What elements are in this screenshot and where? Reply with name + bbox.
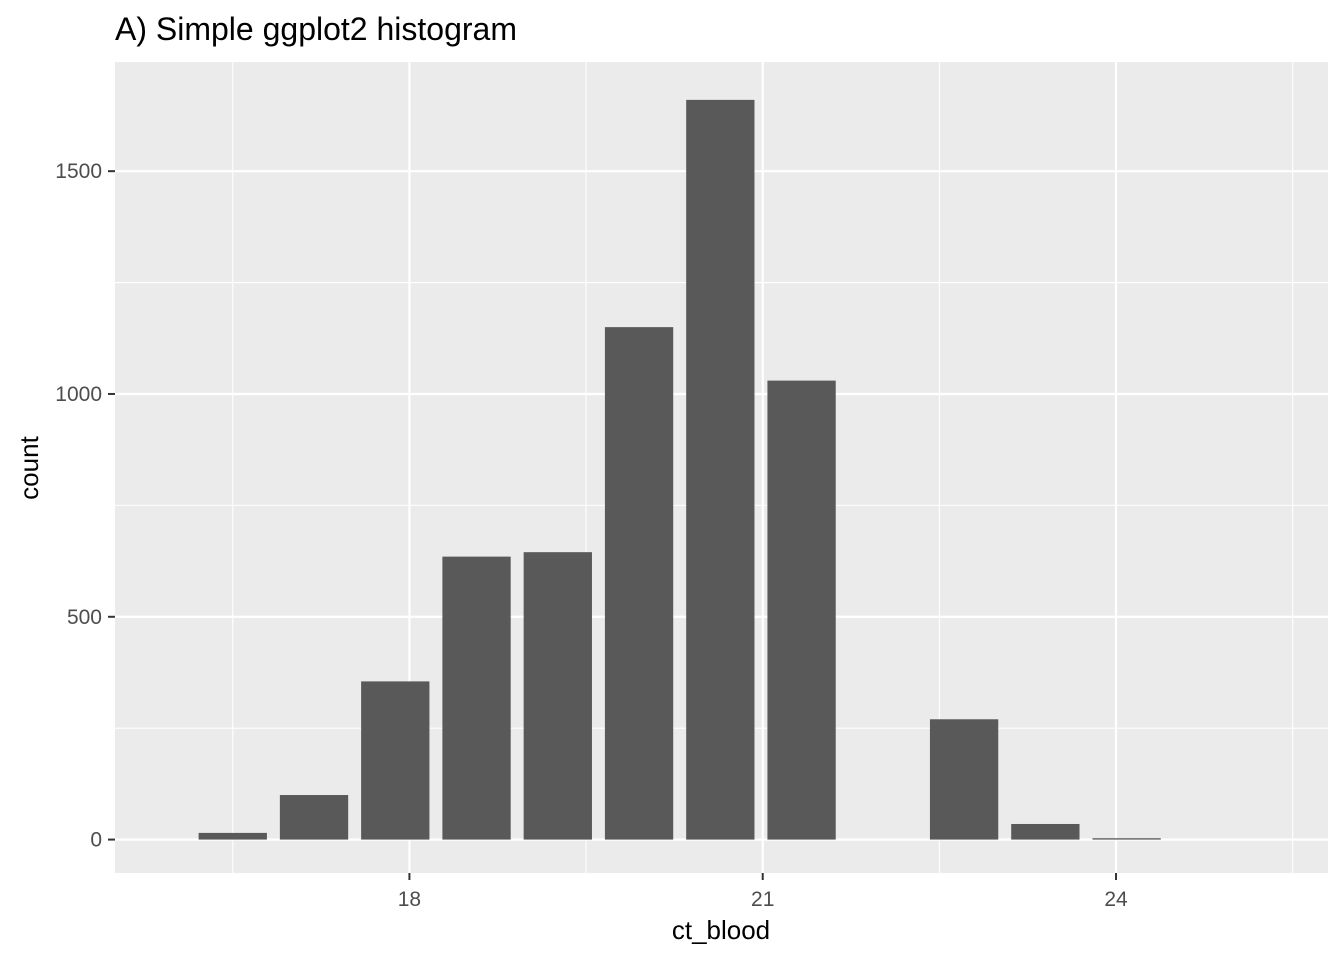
- tick-labels: 18 21 24 0 500 1000 1500: [55, 160, 1128, 911]
- y-tick-label: 1000: [55, 383, 102, 406]
- y-tick-label: 0: [90, 829, 102, 852]
- y-tick-label: 500: [67, 606, 102, 629]
- chart-title: A) Simple ggplot2 histogram: [115, 11, 517, 47]
- histogram-bar: [767, 380, 836, 840]
- histogram-bar: [929, 719, 999, 840]
- x-axis-title: ct_blood: [672, 915, 770, 945]
- histogram-bar: [686, 99, 755, 840]
- histogram-bar: [279, 795, 349, 840]
- x-tick-label: 21: [751, 888, 774, 911]
- histogram-bar: [1092, 838, 1161, 840]
- bars-layer: [198, 99, 1161, 840]
- y-axis-title: count: [14, 435, 44, 499]
- x-tick-label: 18: [398, 888, 421, 911]
- histogram-bar: [1011, 823, 1080, 840]
- y-tick-label: 1500: [55, 160, 102, 183]
- histogram-bar: [523, 552, 592, 840]
- x-tick-label: 24: [1104, 888, 1128, 911]
- histogram-bar: [198, 832, 267, 840]
- histogram-bar: [361, 681, 430, 840]
- histogram-bar: [442, 556, 511, 840]
- histogram-bar: [604, 327, 674, 840]
- axis-ticks: [108, 170, 1118, 880]
